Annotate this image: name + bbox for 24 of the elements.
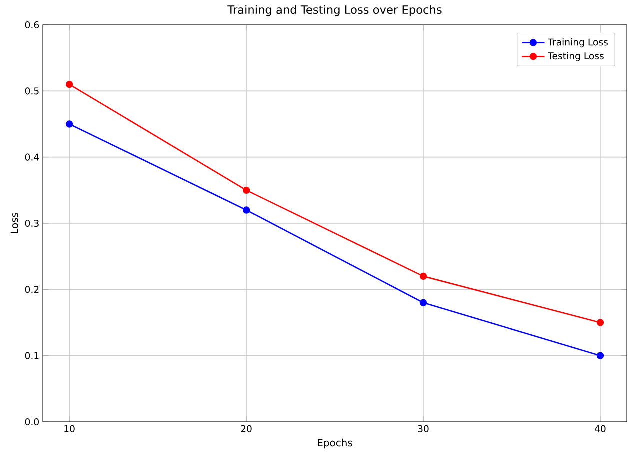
y-tick-label: 0.6 <box>25 21 40 29</box>
x-tick-label: 30 <box>418 425 429 432</box>
chart-title: Training and Testing Loss over Epochs <box>228 5 442 16</box>
y-tick-label: 0.2 <box>25 286 39 294</box>
x-tick-label: 20 <box>241 425 252 432</box>
point <box>596 319 604 326</box>
point <box>242 186 250 194</box>
point <box>66 120 74 128</box>
point <box>420 299 428 307</box>
y-tick-label: 0.1 <box>25 352 39 360</box>
y-tick-label: 0.4 <box>25 154 40 161</box>
point <box>66 80 74 88</box>
legend-label: Training Loss <box>548 38 608 48</box>
x-axis-title: Epochs <box>318 438 352 449</box>
point <box>242 206 250 214</box>
x-tick-label: 40 <box>594 425 606 432</box>
point <box>420 272 428 280</box>
y-axis-title: Loss <box>10 213 18 234</box>
y-tick-label: 0.5 <box>25 88 39 95</box>
y-tick-label: 0.0 <box>25 418 39 426</box>
legend-label: Testing Loss <box>548 52 604 62</box>
x-tick-label: 10 <box>64 425 75 432</box>
point <box>596 352 604 360</box>
y-tick-label: 0.3 <box>25 220 39 228</box>
